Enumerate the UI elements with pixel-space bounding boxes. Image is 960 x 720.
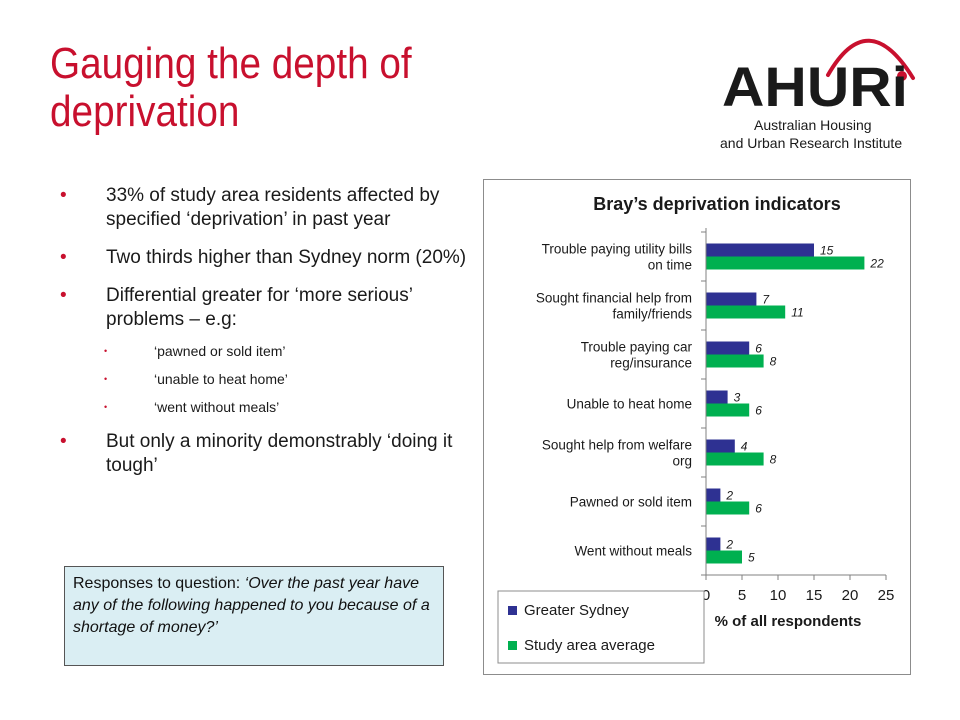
data-label: 15: [820, 244, 834, 258]
category-label: Sought help from welfare: [542, 438, 692, 453]
data-label: 2: [725, 489, 733, 503]
category-label: Sought financial help from: [536, 291, 692, 306]
sub-bullet-item: ‘unable to heat home’: [104, 370, 470, 388]
category-label: on time: [648, 258, 692, 273]
sub-bullet-item: ‘went without meals’: [104, 398, 470, 416]
x-axis-title: % of all respondents: [715, 613, 862, 630]
data-label: 5: [748, 551, 755, 565]
ahuri-logo: AHURi Australian Housing and Urban Resea…: [720, 38, 915, 151]
bar: [706, 256, 865, 270]
logo-dot: [897, 71, 907, 81]
sub-bullet-list: ‘pawned or sold item’ ‘unable to heat ho…: [104, 342, 470, 416]
bar: [706, 488, 721, 502]
category-label: family/friends: [612, 307, 692, 322]
x-tick-label: 25: [878, 587, 895, 604]
category-label: Trouble paying utility bills: [542, 242, 693, 257]
slide-title: Gauging the depth of deprivation: [50, 39, 412, 136]
legend-swatch: [508, 641, 517, 650]
bar: [706, 390, 728, 404]
bar: [706, 341, 750, 355]
data-label: 6: [755, 342, 762, 356]
bullet-item: Two thirds higher than Sydney norm (20%): [60, 246, 470, 270]
legend-label: Study area average: [524, 637, 655, 654]
data-label: 8: [770, 453, 777, 467]
data-label: 7: [762, 293, 770, 307]
bullet-list: 33% of study area residents affected by …: [60, 184, 470, 492]
x-tick-label: 20: [842, 587, 859, 604]
bullet-text: Differential greater for ‘more serious’ …: [106, 285, 413, 330]
data-label: 8: [770, 355, 777, 369]
bar-chart: Bray’s deprivation indicators Trouble pa…: [497, 194, 895, 664]
legend: Greater Sydney Study area average: [497, 590, 705, 664]
bar: [706, 354, 764, 368]
bar: [706, 550, 742, 564]
bar: [706, 403, 750, 417]
category-label: Went without meals: [574, 544, 692, 559]
data-label: 2: [725, 538, 733, 552]
data-label: 3: [734, 391, 741, 405]
data-label: 6: [755, 502, 762, 516]
category-label: reg/insurance: [610, 356, 692, 371]
bullet-item: But only a minority demonstrably ‘doing …: [60, 430, 470, 478]
x-tick-label: 5: [738, 587, 746, 604]
legend-label: Greater Sydney: [524, 602, 630, 619]
bullet-item: 33% of study area residents affected by …: [60, 184, 470, 232]
category-label: Trouble paying car: [581, 340, 693, 355]
logo-arc: [826, 38, 915, 80]
bullet-item-with-examples: Differential greater for ‘more serious’ …: [60, 284, 470, 416]
data-label: 11: [791, 306, 803, 320]
legend-box: [497, 590, 705, 664]
bar: [706, 452, 764, 466]
bar: [706, 243, 814, 257]
category-label: org: [672, 454, 692, 469]
x-tick-label: 10: [770, 587, 787, 604]
logo-wordmark: AHURi: [722, 55, 908, 118]
bar: [706, 439, 735, 453]
x-tick-label: 0: [702, 587, 710, 604]
logo-line-1: Australian Housing: [754, 117, 872, 133]
data-label: 4: [741, 440, 748, 454]
note-question: ‘Over the past year have any of the foll…: [73, 575, 430, 636]
bar: [706, 292, 757, 306]
chart-title: Bray’s deprivation indicators: [593, 194, 840, 214]
logo-line-2: and Urban Research Institute: [720, 135, 902, 151]
category-label: Pawned or sold item: [570, 495, 692, 510]
x-tick-label: 15: [806, 587, 823, 604]
question-note: Responses to question: ‘Over the past ye…: [64, 566, 444, 666]
sub-bullet-item: ‘pawned or sold item’: [104, 342, 470, 360]
bar: [706, 537, 721, 551]
legend-swatch: [508, 606, 517, 615]
bar: [706, 305, 786, 319]
note-prefix: Responses to question:: [73, 575, 245, 592]
category-label: Unable to heat home: [567, 397, 692, 412]
bar: [706, 501, 750, 515]
data-label: 22: [869, 257, 884, 271]
data-label: 6: [755, 404, 762, 418]
chart-frame: Bray’s deprivation indicators Trouble pa…: [483, 179, 911, 675]
